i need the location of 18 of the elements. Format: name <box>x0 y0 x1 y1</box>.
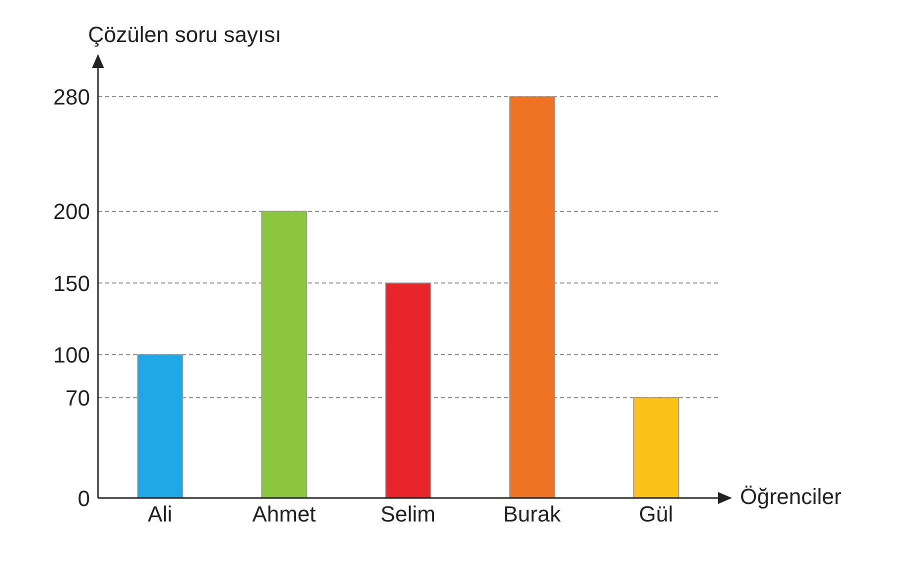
x-tick-label: Gül <box>638 502 674 527</box>
x-tick-label: Ali <box>148 502 172 527</box>
x-tick-label: Selim <box>380 502 436 527</box>
bar <box>633 397 680 498</box>
bar <box>509 96 556 498</box>
bar <box>261 210 308 498</box>
bar <box>137 354 184 498</box>
y-tick-label: 100 <box>53 342 90 368</box>
x-tick-label: Burak <box>503 502 562 527</box>
y-tick-label: 200 <box>53 199 90 224</box>
y-tick-label: 0 <box>78 486 90 511</box>
x-tick-label: Ahmet <box>252 502 316 527</box>
y-tick-label: 150 <box>53 270 90 296</box>
y-tick-label: 280 <box>53 84 90 110</box>
bar <box>385 282 432 498</box>
y-tick-label: 70 <box>66 385 90 410</box>
y-axis-title: Çözülen soru sayısı <box>88 22 282 48</box>
x-axis-title: Öğrenciler <box>740 484 842 510</box>
